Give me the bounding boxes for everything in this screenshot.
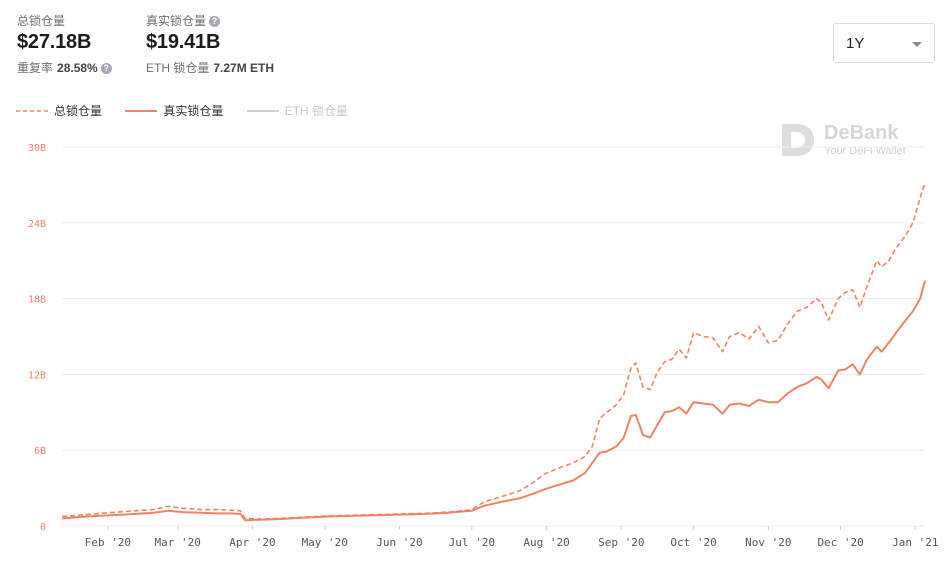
x-tick-label: Feb '20 (85, 536, 131, 549)
dashed-line-icon (16, 109, 48, 112)
real-tvl-stat: 真实锁仓量? $19.41B ETH 锁仓量 7.27M ETH (146, 12, 274, 76)
period-select[interactable]: 1Y (833, 23, 935, 63)
chart-legend: 总锁仓量 真实锁仓量 ETH 锁仓量 (16, 102, 368, 119)
legend-label-eth: ETH 锁仓量 (284, 104, 349, 118)
watermark-title: DeBank (824, 122, 899, 144)
period-select-value: 1Y (846, 35, 865, 52)
real-tvl-label-row: 真实锁仓量? (146, 12, 274, 29)
legend-item-eth[interactable]: ETH 锁仓量 (246, 102, 349, 119)
total-tvl-stat: 总锁仓量 $27.18B 重复率 28.58%? (17, 12, 112, 76)
real-tvl-value: $19.41B (146, 31, 221, 53)
x-tick-label: Dec '20 (817, 536, 863, 549)
debank-logo-icon (782, 124, 814, 156)
legend-item-total[interactable]: 总锁仓量 (16, 102, 102, 119)
y-tick-label: 18B (28, 295, 46, 306)
debank-watermark: DeBank Your DeFi Wallet (780, 122, 920, 162)
solid-line-icon (125, 109, 158, 112)
legend-item-real[interactable]: 真实锁仓量 (125, 102, 223, 119)
y-tick-label: 30B (28, 143, 46, 154)
x-tick-label: Jun '20 (376, 536, 422, 549)
eth-locked-value: 7.27M ETH (213, 61, 275, 75)
x-tick-label: Apr '20 (229, 536, 275, 549)
x-tick-label: Nov '20 (745, 536, 791, 549)
x-tick-label: Aug '20 (523, 536, 569, 549)
y-tick-label: 12B (28, 370, 46, 381)
y-tick-label: 24B (28, 219, 46, 230)
x-tick-label: Oct '20 (670, 536, 716, 549)
x-tick-label: Mar '20 (155, 536, 201, 549)
total-tvl-label: 总锁仓量 (17, 14, 66, 28)
watermark-subtitle: Your DeFi Wallet (824, 145, 906, 157)
total-tvl-value: $27.18B (17, 31, 92, 53)
overlap-rate: 重复率 28.58%? (17, 59, 112, 76)
overlap-rate-value: 28.58% (57, 61, 98, 75)
x-tick-label: Jul '20 (449, 536, 495, 549)
legend-label-real: 真实锁仓量 (163, 104, 224, 118)
x-tick-label: Sep '20 (598, 536, 644, 549)
real-tvl-label: 真实锁仓量 (146, 14, 207, 28)
y-tick-label: 0 (40, 522, 46, 533)
x-tick-label: Jan '21 (892, 536, 938, 549)
chevron-down-icon (912, 42, 922, 47)
eth-locked: ETH 锁仓量 7.27M ETH (146, 59, 274, 76)
eth-locked-label: ETH 锁仓量 (146, 61, 210, 75)
y-tick-label: 6B (34, 446, 46, 457)
series-line-total (61, 182, 926, 520)
legend-label-total: 总锁仓量 (54, 104, 103, 118)
series-line-real (61, 280, 926, 522)
help-icon[interactable]: ? (100, 63, 112, 74)
tvl-line-chart: 0 6B 12B 18B 24B 30B Feb '20 Mar '20 Apr '20 May … (28, 143, 939, 549)
solid-line-icon (246, 109, 279, 112)
x-tick-label: May '20 (302, 536, 348, 549)
help-icon[interactable]: ? (209, 16, 221, 27)
overlap-rate-label: 重复率 (17, 61, 54, 75)
